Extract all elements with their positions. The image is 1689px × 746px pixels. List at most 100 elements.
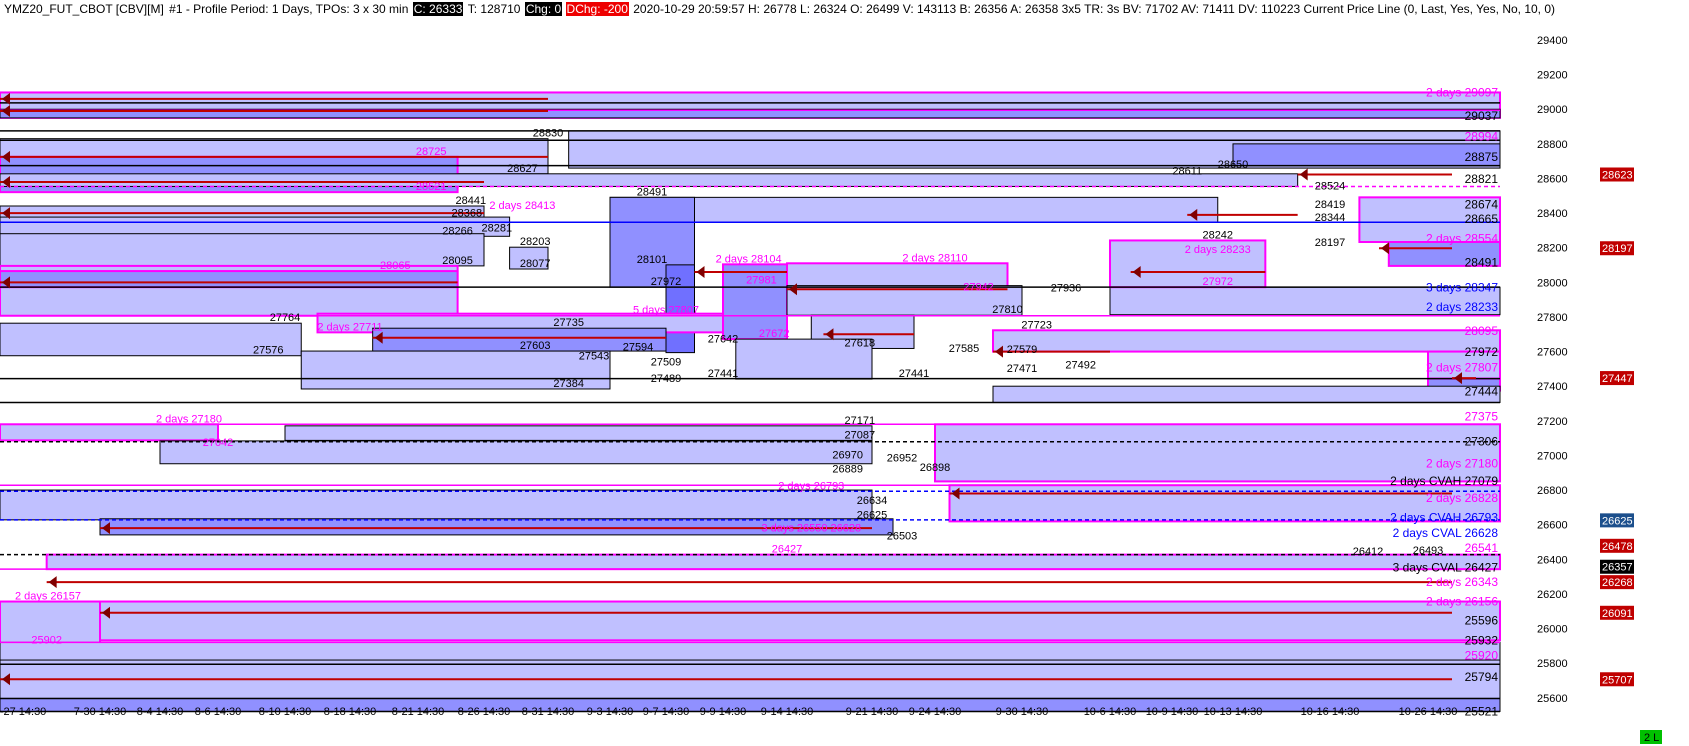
- price-badge-label: 26625: [1602, 515, 1633, 527]
- price-annotation: 28441: [456, 195, 487, 207]
- price-badge-label: 26268: [1602, 577, 1633, 589]
- price-annotation: 27603: [520, 340, 551, 352]
- poc-arrow-icon: [995, 345, 1003, 358]
- x-tick-label: 10-13 14:30: [1204, 706, 1263, 718]
- price-annotation: 28627: [507, 163, 538, 175]
- level-label: 27375: [1465, 410, 1499, 424]
- price-annotation: 27594: [623, 342, 654, 354]
- price-annotation: 28521: [416, 181, 447, 193]
- price-annotation: 2 days 28413: [489, 200, 555, 212]
- y-tick-label: 27000: [1537, 450, 1568, 462]
- level-label: 2 days 28554: [1426, 231, 1498, 245]
- price-annotation: 27579: [1007, 344, 1038, 356]
- x-tick-label: 10-16 14:30: [1301, 706, 1360, 718]
- price-annotation: 27972: [1202, 276, 1233, 288]
- price-annotation: 27764: [270, 312, 301, 324]
- level-label: 3 days 28347: [1426, 280, 1498, 294]
- x-tick-label: 8-10 14:30: [259, 706, 312, 718]
- x-tick-label: 8-21 14:30: [392, 706, 445, 718]
- level-label: 25920: [1465, 648, 1499, 662]
- level-label: 25521: [1465, 704, 1499, 718]
- x-tick-label: 9-7 14:30: [643, 706, 689, 718]
- price-annotation: 26970: [832, 450, 863, 462]
- x-tick-label: 9-24 14:30: [909, 706, 962, 718]
- level-label: 25932: [1465, 633, 1499, 647]
- y-tick-label: 28200: [1537, 243, 1568, 255]
- price-annotation: 27972: [651, 276, 682, 288]
- price-annotation: 28491: [637, 186, 668, 198]
- x-tick-label: 9-21 14:30: [846, 706, 899, 718]
- price-badge-label: 26357: [1602, 562, 1633, 574]
- price-annotation: 27618: [845, 337, 876, 349]
- x-tick-label: 8-18 14:30: [324, 706, 377, 718]
- profile-box: [0, 173, 1299, 187]
- price-annotation: 2 days 26793: [778, 480, 844, 492]
- x-tick-label: 9-9 14:30: [700, 706, 746, 718]
- price-annotation: 28203: [520, 236, 551, 248]
- price-annotation: 26952: [887, 453, 918, 465]
- price-annotation: 26503: [887, 530, 918, 542]
- price-annotation: 26427: [772, 544, 803, 556]
- price-annotation: 2 days 28104: [716, 253, 782, 265]
- price-badge: [1600, 538, 1634, 553]
- price-badge: [1600, 167, 1634, 182]
- price-badge: [1600, 371, 1634, 386]
- price-annotation: 28419: [1315, 199, 1346, 211]
- price-annotation: 27441: [708, 368, 739, 380]
- close-badge: C: 26333: [412, 2, 464, 16]
- price-annotation: 26412: [1353, 546, 1384, 558]
- daily-change-badge: DChg: -200: [565, 2, 629, 16]
- profile-box: [0, 108, 1501, 119]
- profile-box: [0, 489, 873, 521]
- level-label: 2 days 27180: [1426, 456, 1498, 470]
- x-tick-label: 9-14 14:30: [761, 706, 814, 718]
- y-tick-label: 26200: [1537, 589, 1568, 601]
- price-annotation: 26889: [832, 464, 863, 476]
- x-tick-label: 7-30 14:30: [74, 706, 127, 718]
- y-tick-label: 27400: [1537, 381, 1568, 393]
- price-badge: [1600, 575, 1634, 590]
- x-tick-label: 10-6 14:30: [1084, 706, 1137, 718]
- x-tick-label: 9-3 14:30: [587, 706, 633, 718]
- level-label: 26541: [1465, 541, 1499, 555]
- level-label: 3 days CVAL 26427: [1393, 561, 1499, 575]
- y-tick-label: 28600: [1537, 173, 1568, 185]
- x-tick-label: 8-31 14:30: [522, 706, 575, 718]
- poc-arrow-icon: [2, 150, 10, 163]
- level-label: 2 days CVAH 26793: [1390, 510, 1498, 524]
- level-label: 28994: [1465, 129, 1499, 143]
- profile-box: [665, 264, 695, 354]
- x-tick-label: 8-26 14:30: [458, 706, 511, 718]
- price-annotation: 28281: [482, 223, 513, 235]
- quote-stats: 2020-10-29 20:59:57 H: 26778 L: 26324 O:…: [633, 2, 1556, 16]
- y-tick-label: 26600: [1537, 520, 1568, 532]
- profile-box: [0, 322, 302, 357]
- y-tick-label: 28800: [1537, 139, 1568, 151]
- level-label: 28821: [1465, 172, 1499, 186]
- level-label: 2 days CVAH 27079: [1390, 474, 1498, 488]
- price-badge: [1600, 559, 1634, 574]
- level-label: 2 days 26828: [1426, 491, 1498, 505]
- price-badge-label: 26091: [1602, 608, 1633, 620]
- poc-arrow-icon: [102, 522, 110, 535]
- status-badge: [1640, 730, 1662, 744]
- price-badge: [1600, 513, 1634, 528]
- y-tick-label: 26400: [1537, 554, 1568, 566]
- price-annotation: 2 days 28110: [902, 252, 967, 264]
- price-badge: [1600, 241, 1634, 256]
- price-annotation: 27810: [992, 304, 1023, 316]
- study-title: #1 - Profile Period: 1 Days, TPOs: 3 x 3…: [169, 2, 409, 16]
- price-badge: [1600, 605, 1634, 620]
- profile-box: [509, 246, 549, 270]
- poc-arrow-icon: [374, 331, 383, 344]
- price-annotation: 28077: [520, 258, 551, 270]
- profile-box: [786, 285, 1023, 316]
- profile-box: [300, 350, 611, 390]
- level-label: 27972: [1465, 345, 1499, 359]
- symbol-title: YMZ20_FUT_CBOT [CBV][M]: [4, 2, 164, 16]
- price-annotation: 28197: [1315, 237, 1346, 249]
- level-label: 28875: [1465, 150, 1499, 164]
- level-label: 28674: [1465, 198, 1499, 212]
- profile-box: [0, 270, 459, 289]
